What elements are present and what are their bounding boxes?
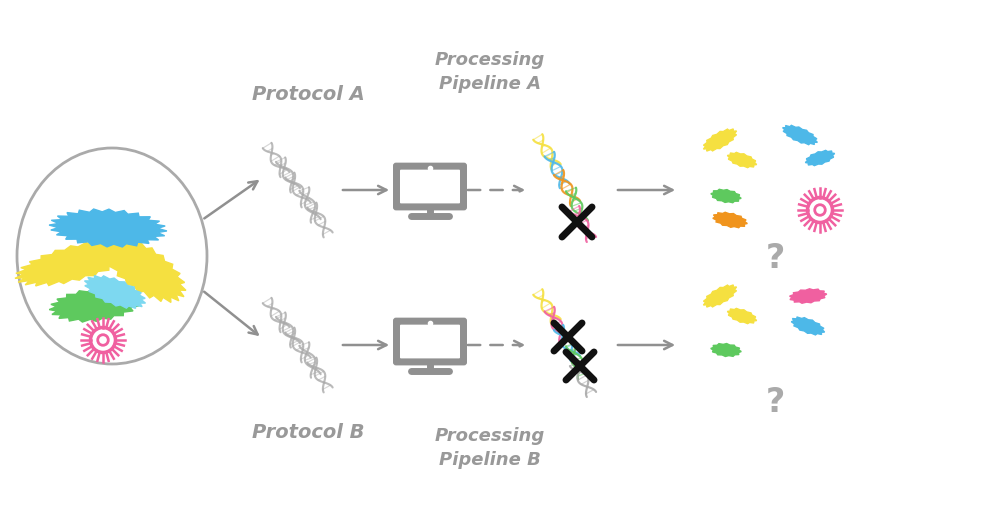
Text: ?: ? — [765, 386, 785, 418]
Text: Processing
Pipeline A: Processing Pipeline A — [435, 51, 545, 93]
Polygon shape — [728, 153, 756, 167]
Text: Protocol A: Protocol A — [251, 86, 364, 104]
Polygon shape — [704, 129, 737, 151]
Polygon shape — [50, 209, 167, 247]
Polygon shape — [104, 238, 186, 303]
FancyBboxPatch shape — [400, 325, 460, 358]
Polygon shape — [15, 240, 135, 286]
FancyBboxPatch shape — [393, 317, 467, 366]
Polygon shape — [704, 285, 737, 307]
Polygon shape — [805, 151, 835, 166]
Text: Processing
Pipeline B: Processing Pipeline B — [435, 427, 545, 469]
FancyBboxPatch shape — [393, 163, 467, 210]
Polygon shape — [713, 212, 747, 228]
Polygon shape — [84, 275, 146, 308]
Polygon shape — [783, 125, 818, 145]
Polygon shape — [711, 189, 742, 203]
Polygon shape — [711, 344, 742, 356]
FancyBboxPatch shape — [400, 169, 460, 203]
Text: ?: ? — [765, 242, 785, 274]
Polygon shape — [50, 288, 141, 322]
Polygon shape — [728, 308, 756, 324]
Polygon shape — [790, 289, 827, 303]
Polygon shape — [791, 317, 825, 335]
Text: Protocol B: Protocol B — [251, 422, 364, 441]
